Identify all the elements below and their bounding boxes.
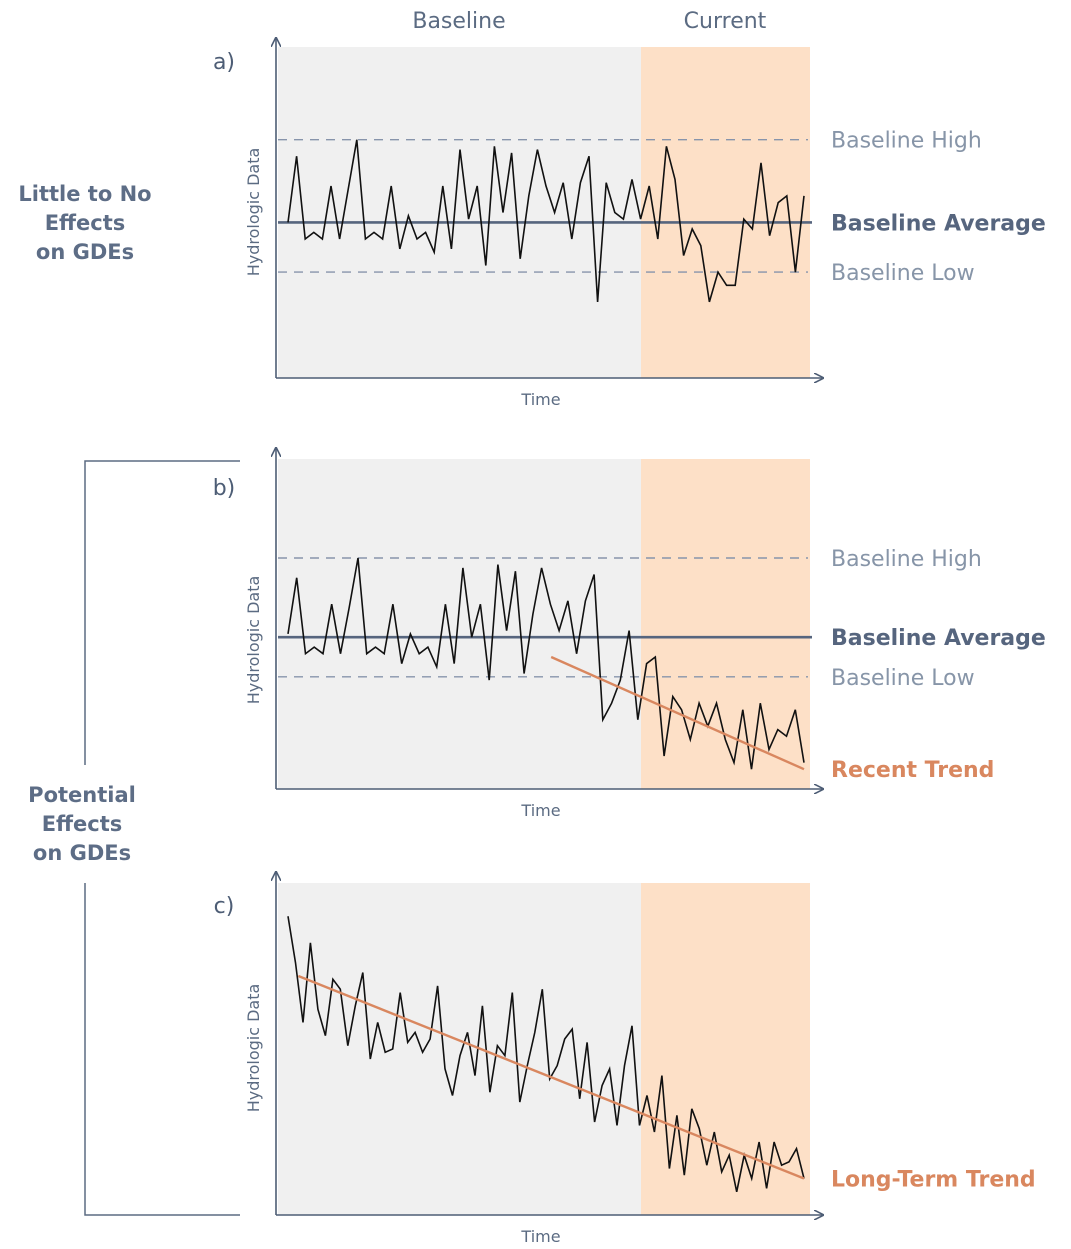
current-column-header: Current <box>684 9 767 34</box>
svg-text:Potential: Potential <box>28 783 136 807</box>
long-term-trend-label: Long-Term Trend <box>831 1167 1036 1192</box>
baseline-period-shading <box>278 883 641 1215</box>
long-term-trend-line <box>297 974 805 1180</box>
svg-text:on GDEs: on GDEs <box>33 841 131 865</box>
panel-letter: a) <box>213 50 235 75</box>
baseline-column-header: Baseline <box>412 9 505 34</box>
x-axis-title: Time <box>520 801 560 820</box>
baseline-period-shading <box>278 47 641 378</box>
baseline-average-label: Baseline Average <box>831 626 1046 651</box>
hydrologic-series-line <box>287 916 805 1192</box>
group-label-little-effects: Little to No Effects on GDEs <box>18 182 151 264</box>
svg-text:Effects: Effects <box>45 211 126 235</box>
y-axis-title: Hydrologic Data <box>244 984 263 1113</box>
panel-letter: c) <box>214 894 235 919</box>
chart-panel-a: a) Hydrologic Data Time Baseline High Ba… <box>213 38 1046 409</box>
baseline-low-label: Baseline Low <box>831 666 975 691</box>
group-label-potential-effects: Potential Effects on GDEs <box>28 783 136 865</box>
hydrologic-series-line <box>287 557 805 770</box>
panel-letter: b) <box>213 476 236 501</box>
svg-text:Little to No: Little to No <box>18 182 151 206</box>
y-axis-title: Hydrologic Data <box>244 576 263 705</box>
baseline-high-label: Baseline High <box>831 547 982 572</box>
hydrologic-series-line <box>287 139 805 303</box>
group-bracket <box>84 460 240 1216</box>
baseline-low-label: Baseline Low <box>831 261 975 286</box>
chart-panel-c: c) Hydrologic Data Time Long-Term Trend <box>214 872 1036 1246</box>
x-axis-title: Time <box>520 390 560 409</box>
baseline-period-shading <box>278 459 641 789</box>
y-axis-title: Hydrologic Data <box>244 148 263 277</box>
recent-trend-line <box>550 655 805 771</box>
svg-text:on GDEs: on GDEs <box>36 240 134 264</box>
recent-trend-label: Recent Trend <box>831 758 994 783</box>
chart-panel-b: b) Hydrologic Data Time Baseline High Ba… <box>213 448 1046 820</box>
current-period-shading <box>641 47 810 378</box>
svg-text:Effects: Effects <box>42 812 123 836</box>
baseline-high-label: Baseline High <box>831 129 982 154</box>
baseline-average-label: Baseline Average <box>831 211 1046 236</box>
x-axis-title: Time <box>520 1227 560 1246</box>
